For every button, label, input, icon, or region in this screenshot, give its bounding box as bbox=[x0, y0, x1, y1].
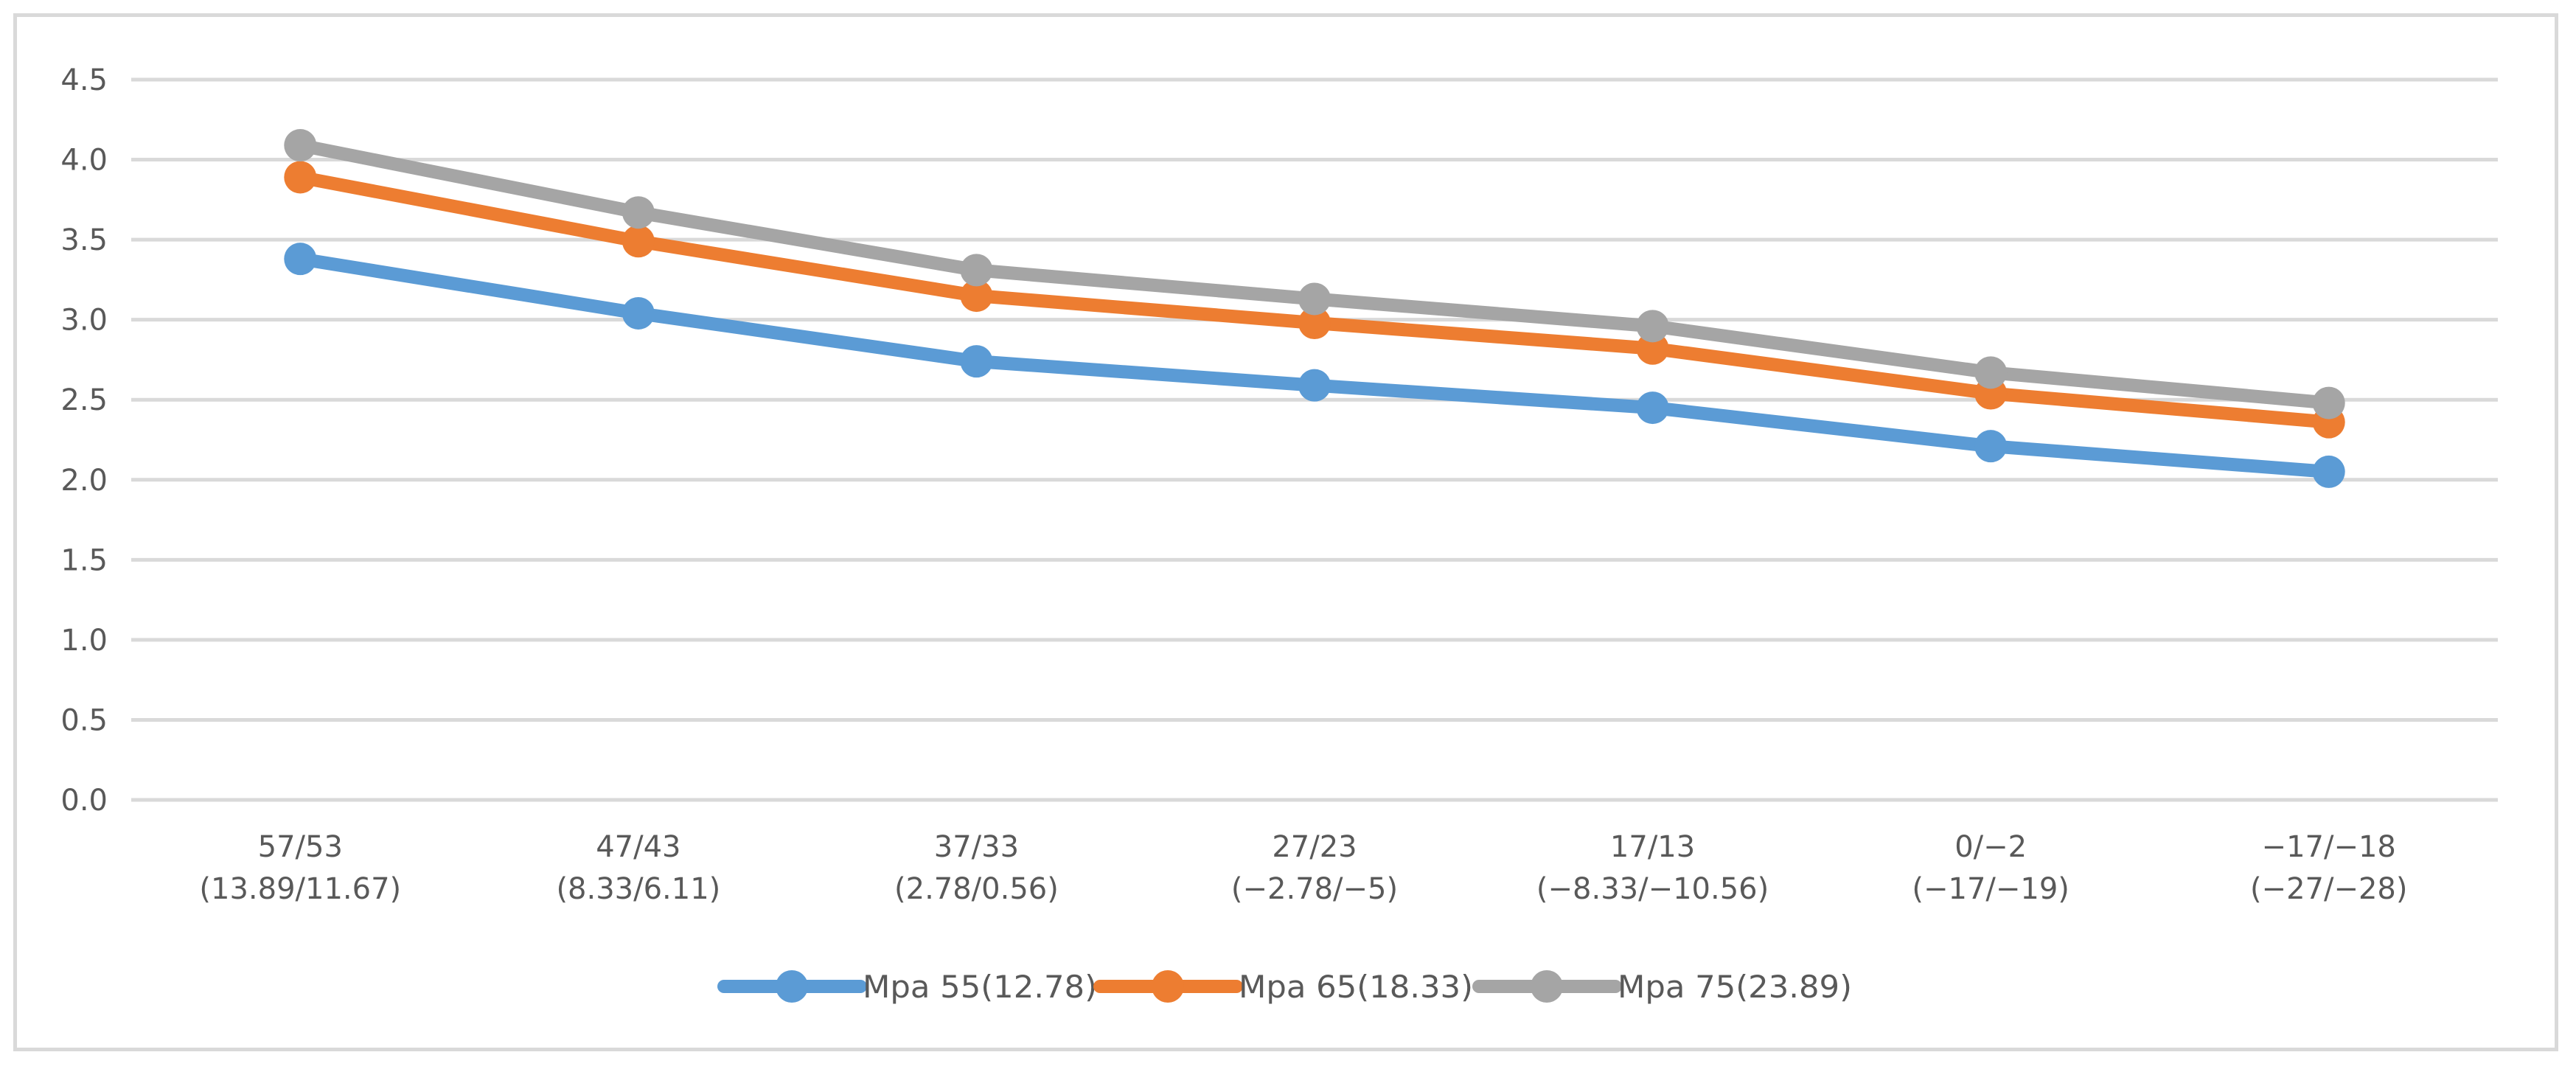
x-tick-label-line2: (−27/−28) bbox=[2250, 872, 2408, 906]
data-point bbox=[1298, 369, 1331, 402]
x-axis-tick-labels: 57/53 (13.89/11.67) 47/43 (8.33/6.11) 37/33 (… bbox=[199, 830, 2407, 906]
series-1 bbox=[284, 243, 2345, 488]
y-tick-label: 1.0 bbox=[60, 624, 108, 658]
legend-item: Mpa 55(12.78) bbox=[717, 969, 1097, 1005]
y-tick-label: 3.5 bbox=[60, 223, 108, 257]
data-point bbox=[2312, 386, 2345, 419]
x-tick-label: −17/−18 (−27/−28) bbox=[2250, 830, 2408, 906]
x-tick-label-line1: 57/53 bbox=[258, 830, 343, 864]
x-tick-label: 37/33 (2.78/0.56) bbox=[894, 830, 1059, 906]
series-2 bbox=[284, 161, 2345, 439]
x-tick-label-line2: (8.33/6.11) bbox=[556, 872, 720, 906]
data-point bbox=[284, 129, 317, 162]
data-point bbox=[960, 345, 993, 378]
y-tick-label: 1.5 bbox=[60, 543, 108, 577]
y-axis-tick-labels: 0.0 0.5 1.0 1.5 2.0 2.5 3.0 3.5 4.0 4.5 bbox=[60, 63, 108, 818]
x-tick-label: 0/−2 (−17/−19) bbox=[1912, 830, 2069, 906]
series-lines bbox=[284, 129, 2345, 488]
data-point bbox=[1974, 430, 2008, 463]
legend-label: Mpa 75(23.89) bbox=[1618, 969, 1852, 1005]
x-tick-label-line1: 27/23 bbox=[1272, 830, 1357, 864]
x-tick-label: 57/53 (13.89/11.67) bbox=[199, 830, 401, 906]
y-tick-label: 4.0 bbox=[60, 144, 108, 178]
x-tick-label-line1: 0/−2 bbox=[1954, 830, 2027, 864]
data-point bbox=[2312, 455, 2345, 488]
data-point bbox=[1298, 282, 1331, 316]
series-line bbox=[293, 139, 2336, 410]
legend-swatch-marker bbox=[776, 970, 808, 1003]
x-tick-label-line2: (−17/−19) bbox=[1912, 872, 2069, 906]
x-tick-label-line1: 37/33 bbox=[934, 830, 1019, 864]
y-tick-label: 0.0 bbox=[60, 784, 108, 818]
data-point bbox=[1636, 310, 1669, 343]
data-point bbox=[622, 196, 655, 229]
x-tick-label-line2: (−2.78/−5) bbox=[1231, 872, 1398, 906]
x-tick-label-line2: (2.78/0.56) bbox=[894, 872, 1059, 906]
data-point bbox=[1298, 307, 1331, 340]
series-3 bbox=[284, 129, 2345, 419]
data-point bbox=[960, 254, 993, 287]
y-tick-label: 2.5 bbox=[60, 383, 108, 417]
y-tick-label: 4.5 bbox=[60, 63, 108, 97]
data-point bbox=[960, 279, 993, 313]
y-tick-label: 3.0 bbox=[60, 304, 108, 338]
x-tick-label-line1: −17/−18 bbox=[2262, 830, 2396, 864]
x-tick-label-line2: (13.89/11.67) bbox=[199, 872, 401, 906]
legend: Mpa 55(12.78) Mpa 65(18.33) Mpa 75(23.89) bbox=[717, 969, 1852, 1005]
legend-item: Mpa 65(18.33) bbox=[1093, 969, 1473, 1005]
x-tick-label: 47/43 (8.33/6.11) bbox=[556, 830, 720, 906]
x-tick-label-line1: 47/43 bbox=[596, 830, 680, 864]
data-point bbox=[1636, 332, 1669, 365]
data-point bbox=[1974, 356, 2008, 389]
data-point bbox=[284, 161, 317, 194]
y-tick-label: 2.0 bbox=[60, 464, 108, 498]
legend-item: Mpa 75(23.89) bbox=[1472, 969, 1852, 1005]
x-tick-label-line1: 17/13 bbox=[1610, 830, 1695, 864]
x-tick-label: 17/13 (−8.33/−10.56) bbox=[1536, 830, 1769, 906]
y-tick-label: 0.5 bbox=[60, 703, 108, 737]
data-point bbox=[1636, 391, 1669, 425]
chart-frame bbox=[13, 13, 2558, 1051]
x-tick-label-line2: (−8.33/−10.56) bbox=[1536, 872, 1769, 906]
data-point bbox=[622, 296, 655, 330]
legend-swatch-marker bbox=[1152, 970, 1184, 1003]
data-point bbox=[284, 243, 317, 276]
data-point bbox=[622, 225, 655, 258]
legend-label: Mpa 65(18.33) bbox=[1239, 969, 1473, 1005]
x-tick-label: 27/23 (−2.78/−5) bbox=[1231, 830, 1398, 906]
legend-swatch-marker bbox=[1531, 970, 1563, 1003]
legend-label: Mpa 55(12.78) bbox=[863, 969, 1097, 1005]
